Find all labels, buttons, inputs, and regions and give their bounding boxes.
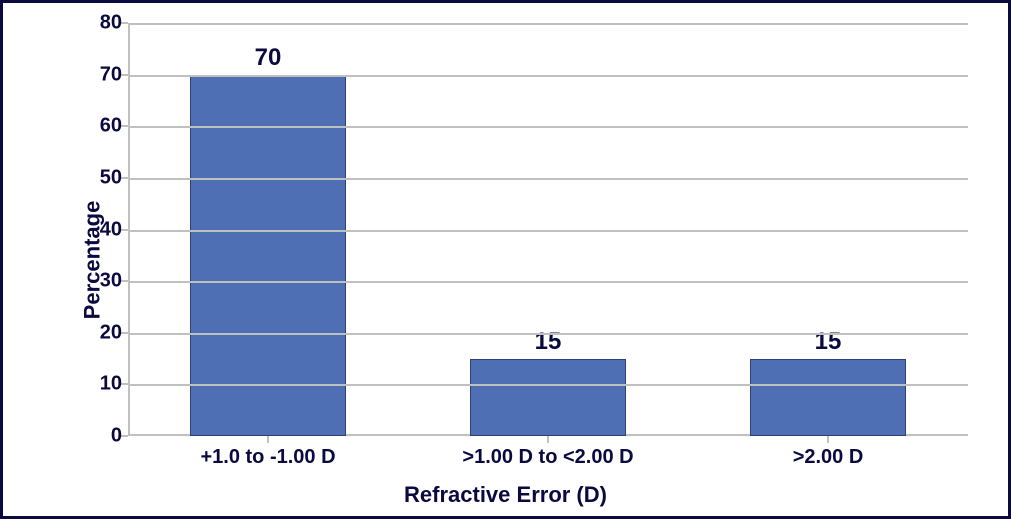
y-tickmark xyxy=(121,229,128,231)
grid-line xyxy=(128,384,968,386)
grid-line xyxy=(128,281,968,283)
y-tickmark xyxy=(121,125,128,127)
grid-line xyxy=(128,23,968,25)
x-tick-label: +1.0 to -1.00 D xyxy=(200,446,335,469)
bar-value-label: 15 xyxy=(535,328,562,356)
y-tick-label: 70 xyxy=(100,63,122,86)
grid-line xyxy=(128,126,968,128)
y-tickmark xyxy=(121,383,128,385)
y-tick-label: 30 xyxy=(100,270,122,293)
bar: 15 xyxy=(750,359,907,436)
y-tickmark xyxy=(121,177,128,179)
x-axis-label: Refractive Error (D) xyxy=(33,482,978,508)
y-tick-label: 50 xyxy=(100,166,122,189)
x-tickmark xyxy=(547,436,549,443)
y-tick-label: 0 xyxy=(111,425,122,448)
y-tick-label: 60 xyxy=(100,115,122,138)
chart-outer-frame: Percentage 70+1.0 to -1.00 D15>1.00 D to… xyxy=(0,0,1011,519)
grid-line xyxy=(128,333,968,335)
x-tickmark xyxy=(827,436,829,443)
plot-area: 70+1.0 to -1.00 D15>1.00 D to <2.00 D15>… xyxy=(128,23,968,436)
bar: 15 xyxy=(470,359,627,436)
y-tickmark xyxy=(121,74,128,76)
x-tick-label: >1.00 D to <2.00 D xyxy=(462,446,633,469)
y-tick-label: 40 xyxy=(100,218,122,241)
y-tickmark xyxy=(121,280,128,282)
y-tick-label: 80 xyxy=(100,12,122,35)
bar: 70 xyxy=(190,75,347,436)
grid-line xyxy=(128,230,968,232)
y-tick-label: 10 xyxy=(100,373,122,396)
bar-value-label: 15 xyxy=(815,328,842,356)
y-tickmark xyxy=(121,22,128,24)
y-tickmark xyxy=(121,332,128,334)
y-tickmark xyxy=(121,435,128,437)
chart-wrap: Percentage 70+1.0 to -1.00 D15>1.00 D to… xyxy=(33,13,978,506)
y-tick-label: 20 xyxy=(100,321,122,344)
x-tick-label: >2.00 D xyxy=(793,446,864,469)
bar-value-label: 70 xyxy=(255,44,282,72)
grid-line xyxy=(128,75,968,77)
grid-line xyxy=(128,178,968,180)
x-tickmark xyxy=(267,436,269,443)
